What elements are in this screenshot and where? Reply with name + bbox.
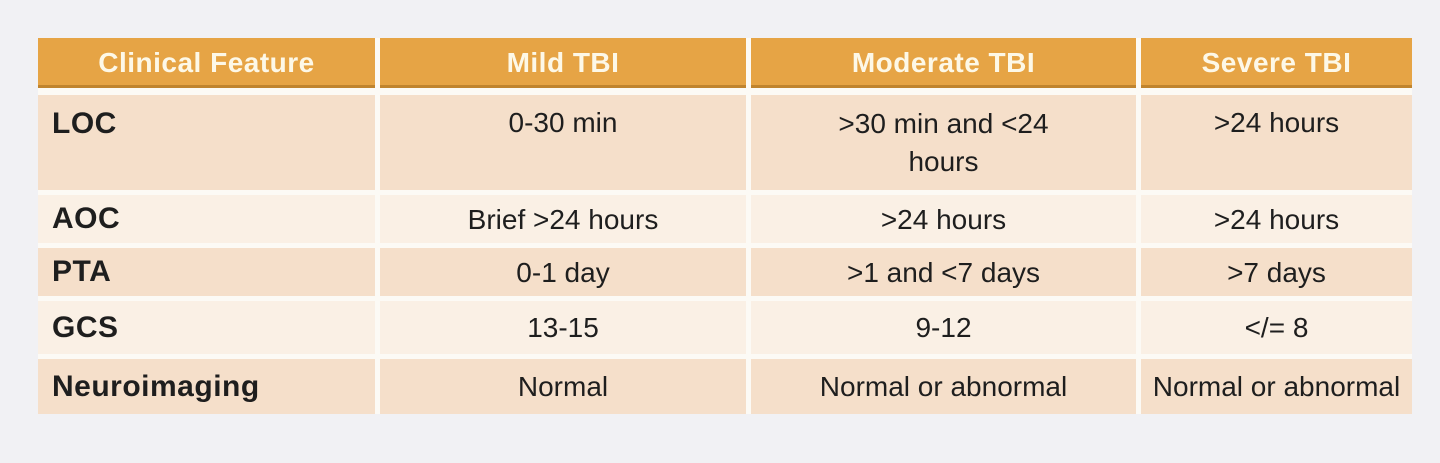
- header-row: Clinical Feature Mild TBI Moderate TBI S…: [38, 38, 1412, 95]
- cell-loc-mild: 0-30 min: [380, 95, 751, 195]
- cell-loc-moderate: >30 min and <24 hours: [751, 95, 1141, 195]
- tbi-classification-table: Clinical Feature Mild TBI Moderate TBI S…: [38, 38, 1412, 414]
- cell-gcs-mild: 13-15: [380, 301, 751, 359]
- feature-label-loc: LOC: [38, 95, 380, 195]
- cell-neuroimaging-moderate: Normal or abnormal: [751, 359, 1141, 414]
- cell-pta-moderate: >1 and <7 days: [751, 248, 1141, 301]
- feature-label-aoc: AOC: [38, 195, 380, 248]
- table-row-loc: LOC 0-30 min >30 min and <24 hours >24 h…: [38, 95, 1412, 195]
- feature-label-neuroimaging: Neuroimaging: [38, 359, 380, 414]
- cell-neuroimaging-mild: Normal: [380, 359, 751, 414]
- cell-gcs-moderate: 9-12: [751, 301, 1141, 359]
- table-row-pta: PTA 0-1 day >1 and <7 days >7 days: [38, 248, 1412, 301]
- cell-pta-severe: >7 days: [1141, 248, 1412, 301]
- table-row-neuroimaging: Neuroimaging Normal Normal or abnormal N…: [38, 359, 1412, 414]
- table-row-gcs: GCS 13-15 9-12 </= 8: [38, 301, 1412, 359]
- cell-loc-moderate-text: >30 min and <24 hours: [838, 108, 1049, 177]
- cell-aoc-moderate: >24 hours: [751, 195, 1141, 248]
- header-clinical-feature: Clinical Feature: [38, 38, 380, 95]
- cell-loc-severe: >24 hours: [1141, 95, 1412, 195]
- cell-gcs-severe: </= 8: [1141, 301, 1412, 359]
- cell-aoc-severe: >24 hours: [1141, 195, 1412, 248]
- header-mild-tbi: Mild TBI: [380, 38, 751, 95]
- cell-pta-mild: 0-1 day: [380, 248, 751, 301]
- table-row-aoc: AOC Brief >24 hours >24 hours >24 hours: [38, 195, 1412, 248]
- cell-aoc-mild: Brief >24 hours: [380, 195, 751, 248]
- cell-neuroimaging-severe: Normal or abnormal: [1141, 359, 1412, 414]
- feature-label-gcs: GCS: [38, 301, 380, 359]
- header-moderate-tbi: Moderate TBI: [751, 38, 1141, 95]
- header-severe-tbi: Severe TBI: [1141, 38, 1412, 95]
- feature-label-pta: PTA: [38, 248, 380, 301]
